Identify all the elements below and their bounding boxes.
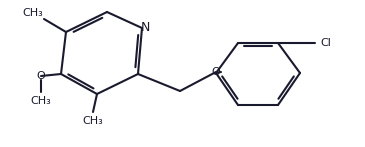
Text: O: O [212,67,220,77]
Text: N: N [140,20,150,34]
Text: CH₃: CH₃ [31,96,51,106]
Text: O: O [36,71,45,81]
Text: CH₃: CH₃ [82,116,103,126]
Text: CH₃: CH₃ [22,8,43,18]
Text: Cl: Cl [320,38,331,48]
